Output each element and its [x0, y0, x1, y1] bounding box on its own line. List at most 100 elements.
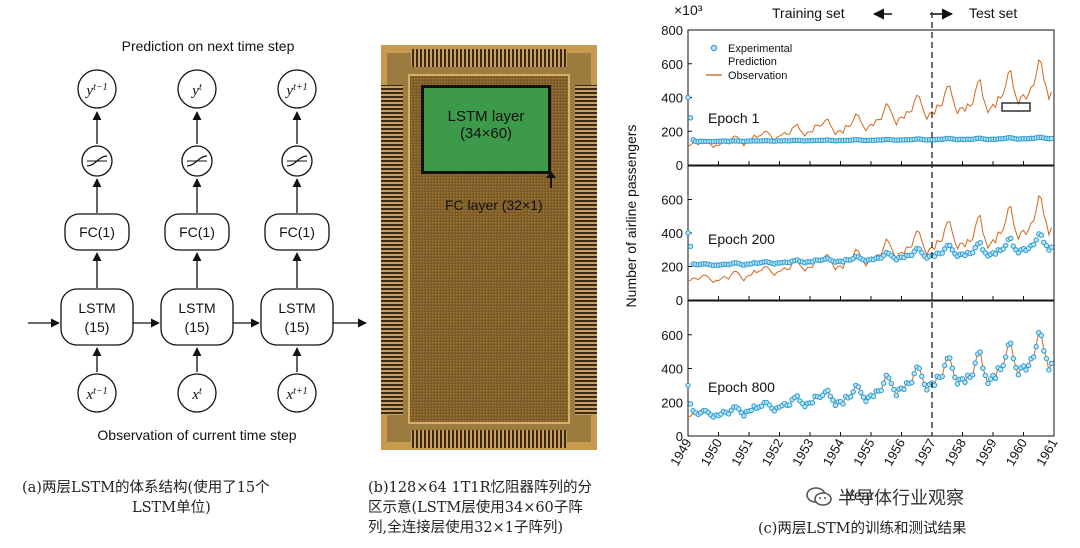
prediction-point-2-61 — [840, 401, 846, 407]
prediction-point-2-130 — [1015, 372, 1022, 378]
prediction-point-2-121 — [992, 375, 999, 381]
prediction-point-1-91 — [916, 246, 922, 252]
fc-node-0 — [64, 213, 130, 251]
prediction-point-2-43 — [794, 393, 801, 399]
y-tick-label-2-0: 0 — [676, 429, 683, 444]
prediction-point-2-133 — [1023, 367, 1029, 373]
prediction-point-2-117 — [982, 372, 989, 379]
prediction-point-2-109 — [962, 379, 968, 385]
input-label-0-base: x — [85, 387, 93, 403]
fc-node-2 — [264, 213, 330, 251]
prediction-point-2-91 — [916, 365, 922, 372]
prediction-point-2-49 — [809, 400, 816, 406]
prediction-point-1-104 — [949, 247, 955, 253]
prediction-point-2-22 — [741, 413, 747, 419]
y-tick-label-1-3: 600 — [661, 193, 683, 208]
prediction-point-0-1 — [687, 115, 694, 121]
lstm-units-1: (15) — [185, 319, 210, 335]
prediction-point-1-137 — [1033, 237, 1039, 243]
caption-b-line1: (b)128×64 1T1R忆阻器阵列的分 — [368, 480, 593, 496]
subplot-0: 0 200 400 600 800 Epoch 1 — [661, 23, 1055, 173]
lstm-layer-size: (34×60) — [459, 125, 513, 142]
prediction-point-2-125 — [1003, 354, 1009, 360]
sigmoid-icon-0 — [86, 155, 108, 167]
epoch-label-0: Epoch 1 — [708, 110, 760, 126]
observation-line-2 — [687, 329, 1052, 420]
input-label-2: xt+1 — [285, 386, 307, 404]
prediction-point-1-115 — [977, 240, 983, 246]
prediction-point-2-106 — [954, 381, 961, 387]
epoch-label-1: Epoch 200 — [708, 231, 775, 247]
fc-label-2: FC(1) — [279, 224, 315, 240]
prediction-point-2-0 — [685, 382, 691, 389]
x-tick-label-3: 1952 — [759, 436, 786, 469]
prediction-point-1-100 — [939, 250, 945, 256]
input-label-2-sup: t+1 — [293, 386, 308, 397]
prediction-point-1-143 — [1048, 244, 1055, 250]
output-label-2: yt+1 — [284, 82, 307, 100]
prediction-point-1-112 — [970, 249, 976, 256]
prediction-point-2-73 — [870, 393, 877, 400]
x-tick-label-12: 1961 — [1033, 436, 1060, 469]
prediction-point-2-81 — [891, 386, 897, 393]
prediction-point-2-94 — [924, 387, 930, 393]
y-tick-label-0-1: 200 — [661, 124, 683, 139]
input-node-2 — [277, 373, 317, 413]
diagram-title-bottom: Observation of current time step — [97, 427, 296, 443]
x-tick-label-8: 1957 — [911, 436, 938, 469]
training-results-chart: ×10³ Training set Test set Number of airlin… — [623, 2, 1061, 503]
prediction-point-2-68 — [858, 389, 864, 396]
lstm-architecture-diagram: Prediction on next time step Observation… — [28, 38, 367, 443]
prediction-point-2-136 — [1031, 354, 1037, 360]
prediction-point-2-123 — [997, 366, 1004, 373]
input-node-0 — [77, 373, 117, 413]
prediction-point-1-121 — [992, 251, 999, 257]
prediction-point-2-101 — [942, 362, 948, 369]
caption-a-line1: (a)两层LSTM的体系结构(使用了15个 — [22, 480, 270, 496]
prediction-point-2-67 — [855, 384, 862, 390]
input-node-1 — [177, 373, 217, 413]
prediction-point-2-70 — [863, 398, 869, 405]
subplot-1: 0 200 400 600 Epoch 200 — [661, 165, 1055, 308]
diagram-title-top: Prediction on next time step — [122, 38, 295, 54]
y-tick-label-0-3: 600 — [661, 57, 683, 72]
prediction-point-2-137 — [1033, 343, 1039, 350]
prediction-point-2-92 — [919, 373, 925, 379]
x-tick-label-6: 1955 — [850, 436, 877, 469]
prediction-point-1-113 — [972, 245, 978, 251]
prediction-point-2-105 — [952, 374, 958, 380]
watermark: 半导体行业观察 — [806, 484, 964, 510]
lstm-units-2: (15) — [285, 319, 310, 335]
caption-c: (c)两层LSTM的训练和测试结果 — [758, 521, 967, 537]
prediction-point-1-103 — [947, 242, 953, 249]
output-label-1-base: y — [190, 83, 199, 99]
prediction-point-2-97 — [931, 382, 938, 388]
epoch-label-2: Epoch 800 — [708, 379, 775, 395]
prediction-point-2-129 — [1013, 364, 1019, 371]
prediction-point-2-119 — [987, 376, 994, 382]
prediction-point-2-80 — [888, 380, 894, 387]
prediction-point-2-64 — [848, 394, 854, 400]
prediction-point-2-40 — [787, 402, 793, 408]
y-tick-label-1-0: 0 — [676, 293, 683, 308]
input-label-1-base: x — [191, 387, 199, 403]
prediction-point-1-139 — [1038, 232, 1044, 238]
sigmoid-icon-2 — [286, 155, 308, 167]
input-label-1-sup: t — [199, 386, 202, 397]
lstm-node-2 — [260, 288, 334, 346]
x-tick-label-9: 1958 — [942, 436, 969, 469]
prediction-point-2-143 — [1048, 360, 1055, 367]
prediction-point-2-89 — [911, 370, 917, 377]
sigmoid-icon-1 — [186, 155, 208, 167]
output-label-0: yt−1 — [84, 82, 107, 100]
wechat-icon — [806, 487, 832, 506]
x-tick-label-1: 1950 — [698, 436, 725, 469]
prediction-point-2-132 — [1020, 363, 1027, 369]
prediction-point-2-69 — [860, 394, 867, 400]
prediction-point-2-16 — [726, 411, 732, 417]
y-axis-label: Number of airline passengers — [623, 125, 639, 308]
prediction-point-2-108 — [959, 376, 966, 382]
x-tick-label-10: 1959 — [972, 436, 999, 469]
prediction-point-0-143 — [1048, 135, 1055, 142]
